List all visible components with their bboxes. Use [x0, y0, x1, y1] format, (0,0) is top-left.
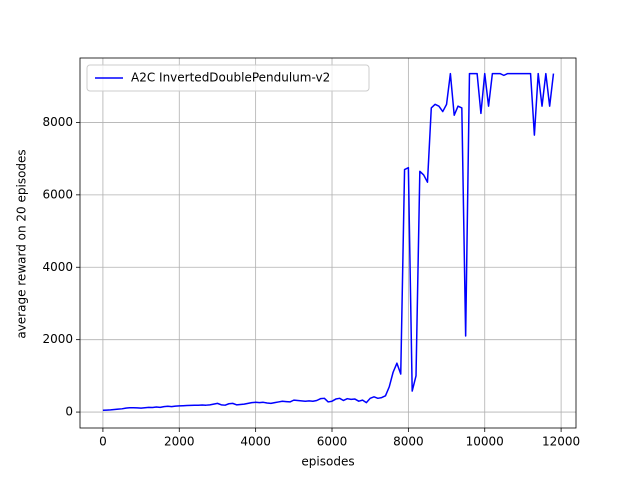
x-tick-label: 6000 — [317, 435, 348, 449]
y-tick-label: 2000 — [42, 332, 73, 346]
y-tick-label: 4000 — [42, 260, 73, 274]
x-tick-label: 8000 — [393, 435, 424, 449]
x-tick-label: 12000 — [542, 435, 580, 449]
data-line — [102, 72, 555, 412]
y-tick-label: 8000 — [42, 115, 73, 129]
y-tick-label: 0 — [65, 405, 73, 419]
x-tick-label: 10000 — [466, 435, 504, 449]
y-tick-label: 6000 — [42, 187, 73, 201]
x-axis-label: episodes — [301, 455, 354, 469]
x-tick-label: 4000 — [240, 435, 271, 449]
legend-box — [86, 64, 370, 92]
x-tick-label: 2000 — [164, 435, 195, 449]
legend-label: A2C InvertedDoublePendulum-v2 — [131, 71, 330, 85]
x-tick-label: 0 — [99, 435, 107, 449]
plot-frame — [79, 57, 577, 429]
y-axis-label: average reward on 20 episodes — [15, 149, 29, 338]
